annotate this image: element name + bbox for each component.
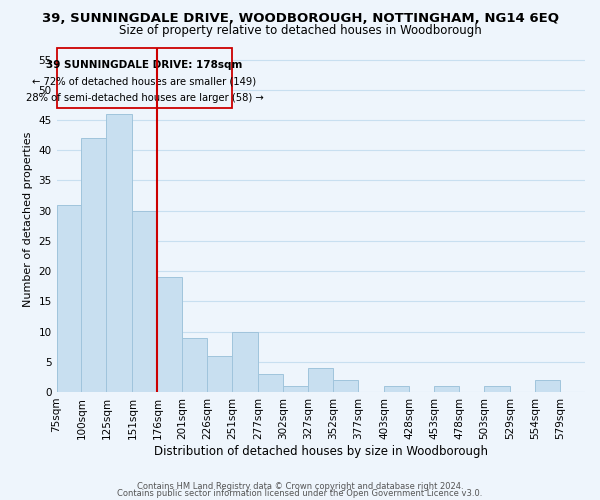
Text: Contains HM Land Registry data © Crown copyright and database right 2024.: Contains HM Land Registry data © Crown c… xyxy=(137,482,463,491)
Text: 39 SUNNINGDALE DRIVE: 178sqm: 39 SUNNINGDALE DRIVE: 178sqm xyxy=(46,60,242,70)
Bar xyxy=(82,138,106,392)
Bar xyxy=(308,368,333,392)
Bar xyxy=(259,374,283,392)
Text: Contains public sector information licensed under the Open Government Licence v3: Contains public sector information licen… xyxy=(118,490,482,498)
Bar xyxy=(484,386,510,392)
Bar xyxy=(208,356,232,392)
Text: ← 72% of detached houses are smaller (149): ← 72% of detached houses are smaller (14… xyxy=(32,76,256,86)
Bar xyxy=(434,386,459,392)
Bar xyxy=(133,210,157,392)
Text: 28% of semi-detached houses are larger (58) →: 28% of semi-detached houses are larger (… xyxy=(26,93,263,103)
Bar xyxy=(157,277,182,392)
Bar xyxy=(283,386,308,392)
X-axis label: Distribution of detached houses by size in Woodborough: Distribution of detached houses by size … xyxy=(154,444,488,458)
Bar xyxy=(333,380,358,392)
Text: 39, SUNNINGDALE DRIVE, WOODBOROUGH, NOTTINGHAM, NG14 6EQ: 39, SUNNINGDALE DRIVE, WOODBOROUGH, NOTT… xyxy=(41,12,559,26)
Bar xyxy=(232,332,259,392)
Bar xyxy=(384,386,409,392)
Text: Size of property relative to detached houses in Woodborough: Size of property relative to detached ho… xyxy=(119,24,481,37)
Bar xyxy=(56,204,82,392)
Bar xyxy=(106,114,133,392)
Bar xyxy=(535,380,560,392)
Bar xyxy=(56,48,232,108)
Y-axis label: Number of detached properties: Number of detached properties xyxy=(23,132,33,308)
Bar xyxy=(182,338,208,392)
